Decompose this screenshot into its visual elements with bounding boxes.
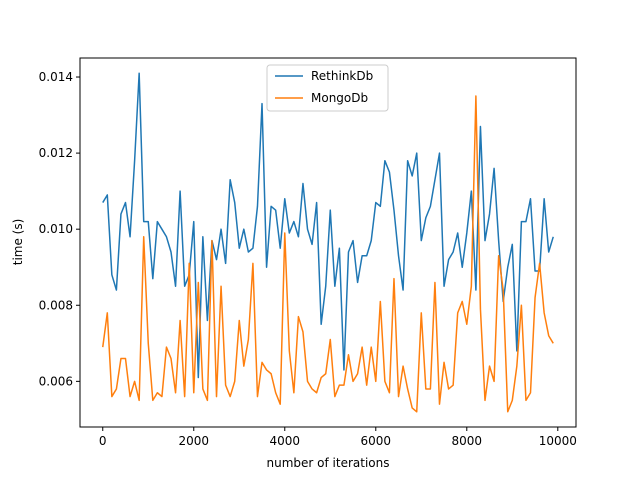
series-layer	[102, 72, 554, 413]
y-tick-label: 0.006	[39, 374, 73, 388]
y-tick-label: 0.010	[39, 222, 73, 236]
y-axis-ticks: 0.006 0.008 0.010 0.012 0.014	[39, 70, 80, 388]
y-tick-label: 0.012	[39, 146, 73, 160]
y-tick-label: 0.008	[39, 298, 73, 312]
legend-label-mongodb: MongoDb	[311, 91, 368, 105]
plot-frame	[79, 57, 577, 428]
legend-label-rethinkdb: RethinkDb	[311, 69, 373, 83]
x-tick-label: 8000	[452, 434, 483, 448]
y-axis-label: time (s)	[11, 219, 25, 266]
series-line-mongodb	[102, 95, 554, 413]
x-axis-ticks: 0 2000 4000 6000 8000 10000	[99, 427, 577, 448]
x-axis-label: number of iterations	[267, 456, 390, 470]
x-tick-label: 0	[99, 434, 107, 448]
x-tick-label: 2000	[178, 434, 209, 448]
x-tick-label: 10000	[539, 434, 577, 448]
legend: RethinkDb MongoDb	[266, 64, 389, 112]
y-tick-label: 0.014	[39, 70, 73, 84]
x-tick-label: 4000	[269, 434, 300, 448]
x-tick-label: 6000	[361, 434, 392, 448]
